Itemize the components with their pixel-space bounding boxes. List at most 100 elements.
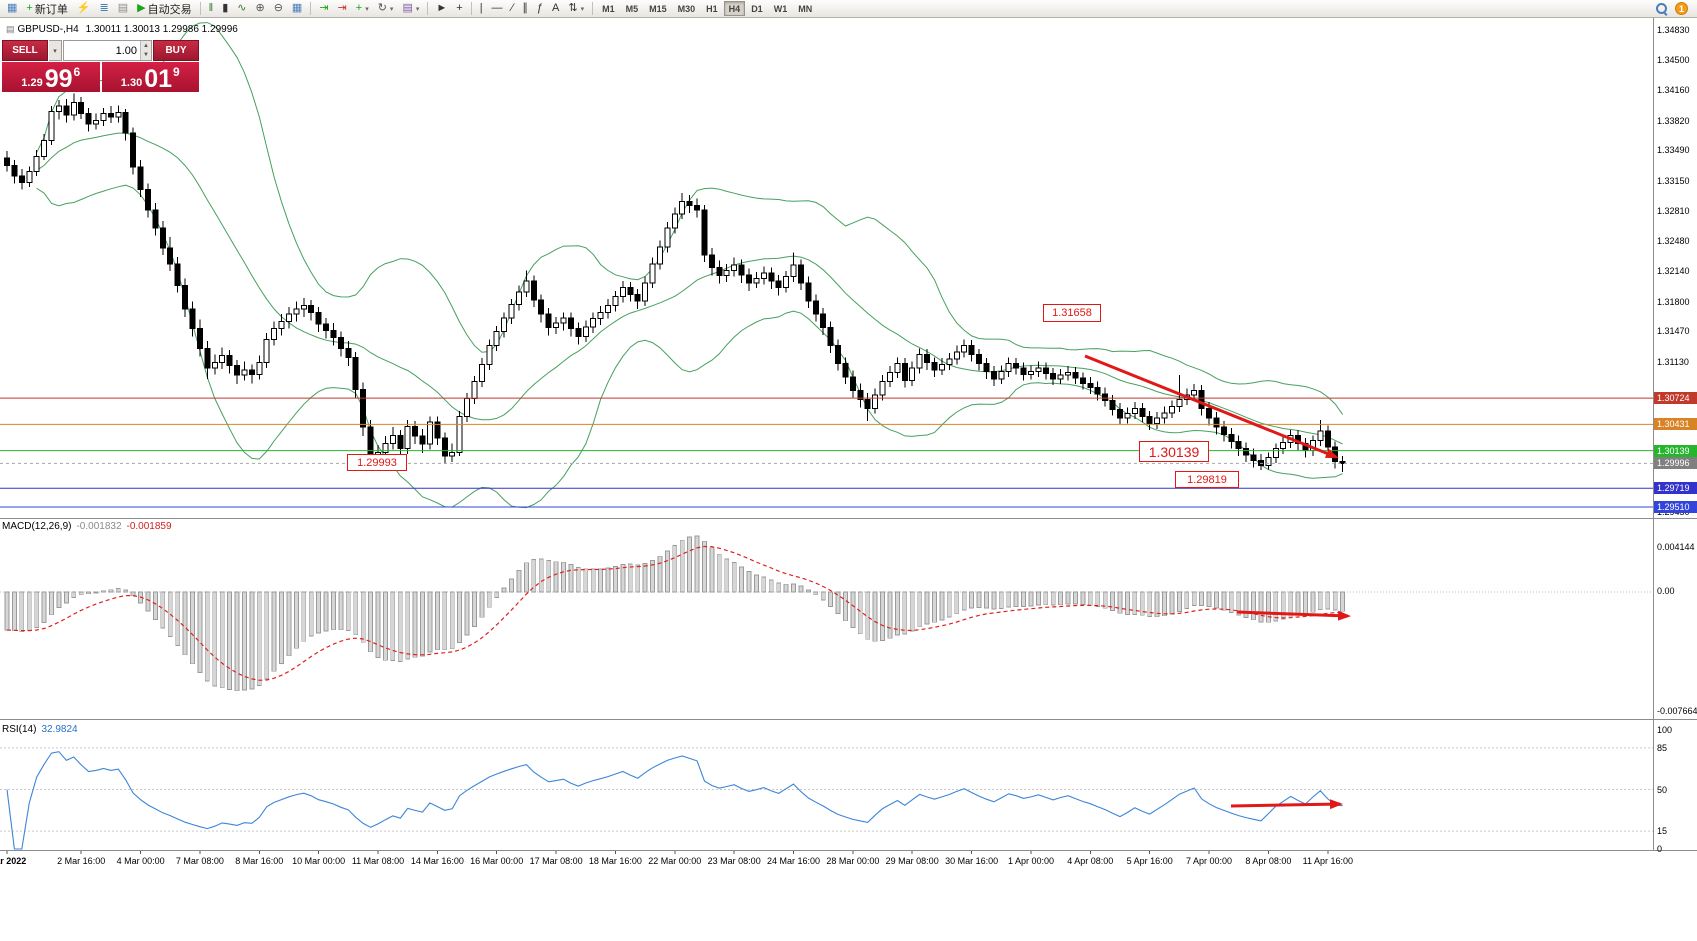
time-axis-label: 4 Mar 00:00: [116, 856, 165, 866]
price-axis-label: 1.32480: [1657, 235, 1690, 246]
periods-icon: ↻: [377, 2, 387, 14]
sell-price-box[interactable]: 1.29 99 6: [2, 62, 100, 92]
tile-windows-icon[interactable]: ▦: [288, 1, 306, 17]
volume-up-icon[interactable]: ▲: [141, 41, 151, 51]
price-axis-label: 1.33490: [1657, 145, 1690, 156]
buy-price-small: 1.30: [120, 76, 143, 89]
tf-button-m5[interactable]: M5: [621, 1, 644, 16]
price-annotation[interactable]: 1.30139: [1139, 441, 1209, 462]
price-trend-arrow[interactable]: [1084, 354, 1339, 459]
time-axis-label: 11 Apr 16:00: [1302, 856, 1353, 866]
crosshair-icon[interactable]: +: [452, 1, 466, 17]
rsi-trend-arrow[interactable]: [1230, 799, 1343, 810]
panel-dividers: [0, 18, 1697, 854]
periods-icon[interactable]: ↻ ▾: [374, 1, 398, 17]
autotrading-button[interactable]: ▶ 自动交易: [133, 1, 195, 17]
horizontal-line-icon[interactable]: —: [488, 1, 507, 17]
macd-signal-line: [6, 545, 1343, 681]
tf-button-m15[interactable]: M15: [644, 1, 672, 16]
market-watch-icon[interactable]: ≣: [96, 1, 113, 17]
price-axis-label: 1.34830: [1657, 25, 1690, 35]
quick-trade-icon[interactable]: ⚡: [73, 1, 95, 17]
sell-price-small: 1.29: [21, 76, 43, 89]
fibonacci-icon[interactable]: ƒ: [533, 1, 547, 17]
time-axis-label: 24 Mar 16:00: [766, 856, 821, 866]
buy-button[interactable]: BUY: [153, 40, 199, 61]
time-axis-label: 17 Mar 08:00: [529, 856, 583, 866]
sell-price-sup: 6: [73, 65, 81, 79]
tf-button-w1[interactable]: W1: [769, 1, 793, 16]
bars-chart-icon[interactable]: ǁ: [205, 1, 218, 17]
tf-button-mn[interactable]: MN: [793, 1, 817, 16]
time-axis-label: 4 Apr 08:00: [1067, 856, 1114, 866]
tf-button-d1[interactable]: D1: [746, 1, 768, 16]
macd-scale-top: 0.004144: [1657, 542, 1695, 552]
tile-windows-icon: ▦: [291, 2, 303, 14]
tf-button-m30[interactable]: M30: [673, 1, 701, 16]
new-order-icon: +: [26, 2, 33, 14]
price-annotation[interactable]: 1.31658: [1043, 304, 1101, 322]
chevron-down-icon: ▾: [415, 5, 420, 13]
autotrading-icon: ▶: [137, 2, 146, 14]
rsi-scale-label: 85: [1657, 742, 1668, 753]
time-axis-label: 8 Apr 08:00: [1245, 856, 1292, 866]
volume-down-icon[interactable]: ▼: [141, 50, 151, 60]
time-axis-label: 30 Mar 16:00: [945, 856, 999, 866]
price-level-label: 1.29996: [1654, 457, 1697, 470]
notification-badge[interactable]: 1: [1675, 2, 1688, 15]
price-axis-label: 1.31130: [1657, 356, 1689, 367]
tf-button-h1[interactable]: H1: [701, 1, 723, 16]
macd-signal-value: -0.001859: [126, 521, 172, 532]
volume-stepper[interactable]: ▲ ▼: [140, 41, 151, 60]
vertical-line-icon[interactable]: |: [476, 1, 487, 17]
macd-histogram: [4, 535, 1345, 692]
rsi-title: RSI(14): [2, 724, 37, 735]
time-axis-label: 2 Mar 16:00: [57, 856, 106, 866]
horizontal-level-lines: [0, 397, 1653, 508]
price-level-label: 1.29510: [1654, 501, 1697, 513]
autotrading-button-label: 自动交易: [147, 3, 192, 16]
price-axis-label: 1.32810: [1657, 206, 1690, 217]
cursor-icon: ►: [436, 2, 448, 14]
trendline-icon[interactable]: ∕: [508, 1, 518, 17]
text-icon: A: [552, 2, 560, 14]
volume-input[interactable]: [64, 41, 140, 60]
macd-trend-arrow[interactable]: [1236, 610, 1351, 621]
volume-dropdown[interactable]: ▾: [49, 40, 62, 61]
templates-icon[interactable]: ▤ ▾: [398, 1, 423, 17]
line-chart-icon[interactable]: ∿: [233, 1, 250, 17]
tf-button-h4[interactable]: H4: [723, 1, 746, 16]
text-icon[interactable]: A: [548, 1, 563, 17]
zoom-in-icon[interactable]: ⊕: [251, 1, 268, 17]
rsi-scale-label: 15: [1657, 826, 1668, 837]
search-icon[interactable]: [1655, 2, 1668, 15]
buy-price-big: 01: [144, 64, 173, 93]
terminal-icon[interactable]: ▤: [114, 1, 132, 17]
cursor-icon[interactable]: ►: [432, 1, 451, 17]
time-axis-label: 7 Apr 00:00: [1185, 856, 1233, 866]
rsi-header: RSI(14) 32.9824: [2, 724, 78, 735]
chart-shift-icon[interactable]: ⇥: [334, 1, 351, 17]
price-axis-label: 1.32140: [1657, 266, 1690, 277]
zoom-out-icon[interactable]: ⊖: [270, 1, 287, 17]
candles-chart-icon[interactable]: ▮: [218, 1, 232, 17]
buy-price-box[interactable]: 1.30 01 9: [101, 62, 199, 93]
price-annotation[interactable]: 1.29993: [347, 454, 407, 471]
time-axis-label: 28 Mar 00:00: [826, 856, 880, 866]
time-axis-label: 23 Mar 08:00: [707, 856, 761, 866]
tf-button-m1[interactable]: M1: [597, 1, 620, 16]
price-axis-label: 1.31470: [1657, 326, 1690, 337]
channel-icon[interactable]: ∥: [518, 1, 532, 17]
price-annotation[interactable]: 1.29819: [1175, 471, 1239, 488]
rsi-scale-label: 100: [1657, 725, 1673, 735]
indicators-icon: +: [355, 2, 363, 14]
indicators-icon[interactable]: + ▾: [352, 1, 373, 17]
macd-scale-zero: 0.00: [1657, 586, 1675, 596]
sell-button[interactable]: SELL: [2, 40, 48, 61]
fibonacci-icon: ƒ: [536, 2, 544, 14]
arrows-tool-icon[interactable]: ⇅ ▾: [564, 1, 588, 17]
chart-window-icon[interactable]: ▦: [3, 1, 21, 17]
new-order-button[interactable]: + 新订单: [22, 1, 71, 17]
auto-scroll-icon[interactable]: ⇥: [315, 1, 332, 17]
